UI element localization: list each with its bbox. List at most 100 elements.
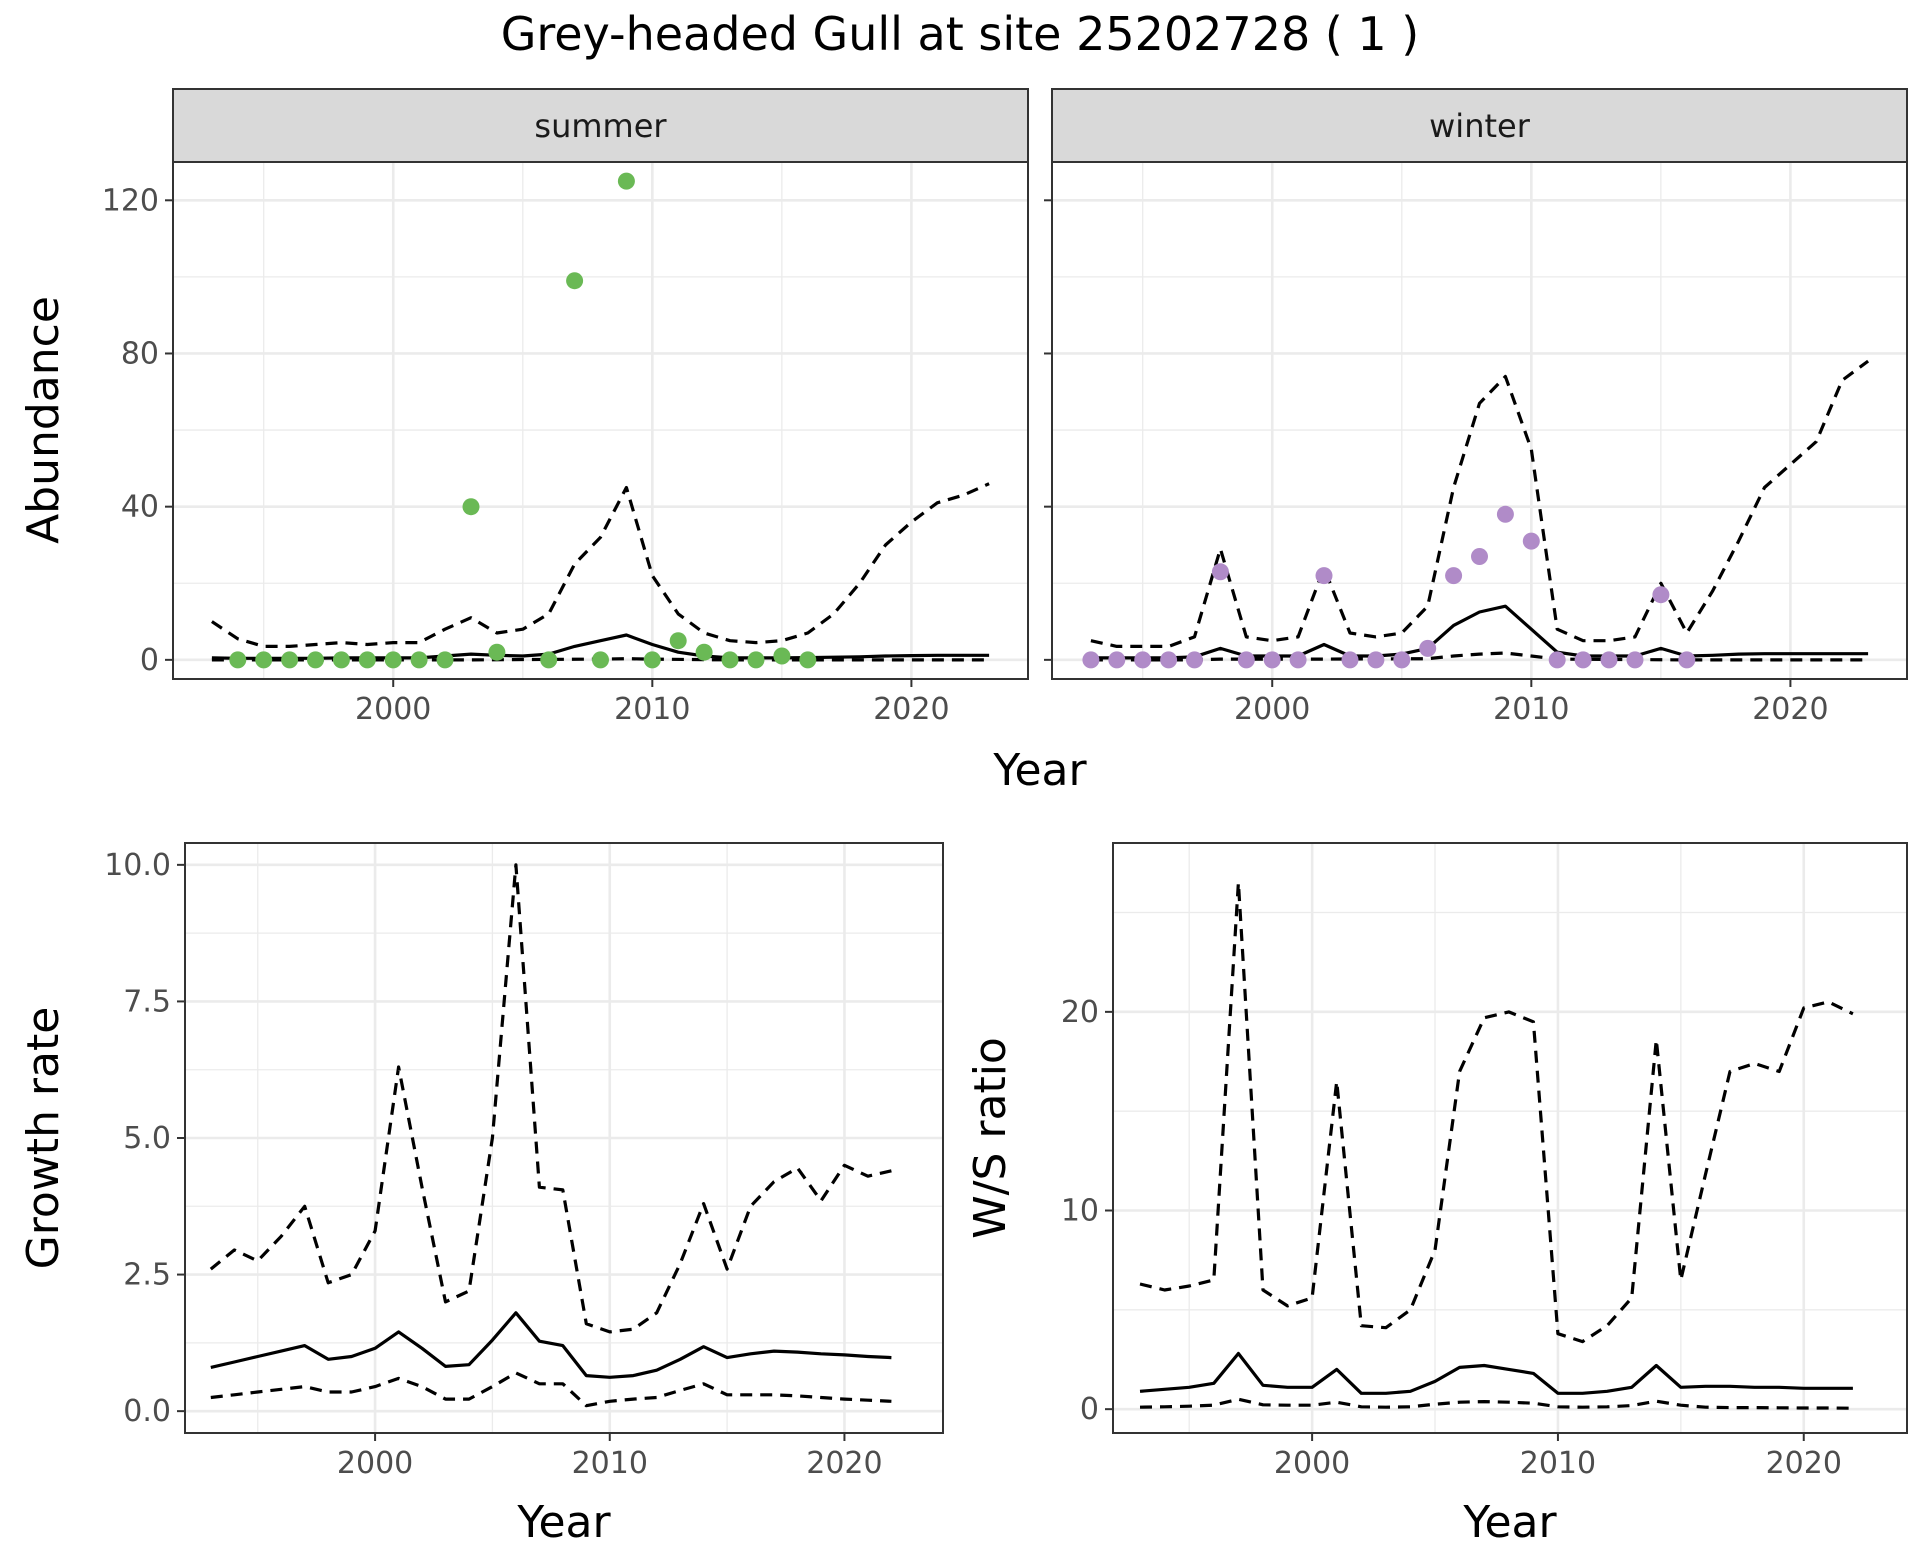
winter-count-point: [1445, 567, 1463, 585]
summer-y-tick-label-0: 0: [140, 643, 159, 678]
summer-count-point: [540, 651, 558, 669]
winter-x-tick-label-2020: 2020: [1752, 692, 1828, 727]
ratio-ticks: 2000 2010 2020 0 10 20: [1061, 995, 1842, 1481]
growth-grid: [185, 843, 943, 1433]
summer-count-point: [462, 498, 480, 516]
summer-count-point: [332, 651, 350, 669]
figure-title: Grey-headed Gull at site 25202728 ( 1 ): [501, 7, 1420, 61]
summer-grid: [173, 162, 1028, 679]
growth-ticks: 2000 2010 2020 0.0 2.5 5.0 7.5 10.0: [104, 848, 882, 1481]
summer-count-point: [799, 651, 817, 669]
winter-ticks: 2000 2010 2020: [1044, 199, 1829, 727]
summer-x-tick-label-2010: 2010: [614, 692, 690, 727]
summer-x-tick-label-2020: 2020: [873, 692, 949, 727]
winter-strip: [1051, 88, 1908, 163]
winter-count-point: [1419, 639, 1437, 657]
summer-strip: [172, 88, 1029, 163]
summer-count-point: [747, 651, 765, 669]
summer-count-point: [773, 647, 791, 665]
winter-count-point: [1160, 651, 1178, 669]
summer-count-point: [358, 651, 376, 669]
summer-count-point: [436, 651, 454, 669]
winter-count-point: [1186, 651, 1203, 669]
growth-y-tick-label-3: 7.5: [123, 984, 171, 1019]
winter-count-point: [1108, 651, 1126, 669]
summer-lower-bound-line: [211, 657, 990, 662]
ratio-x-axis-title: Year: [1462, 1497, 1557, 1548]
ratio-estimate-line: [1139, 1351, 1853, 1395]
abundance-y-axis-title: Abundance: [18, 296, 69, 544]
winter-count-point: [1522, 532, 1540, 550]
summer-ticks: 2000 2010 2020 0 40 80 120: [102, 183, 950, 727]
growth-estimate-line: [210, 1311, 892, 1379]
abundance-summer-panel: summer 2000 2010 2020 0 40 80 120: [102, 88, 1029, 727]
summer-strip-label: summer: [534, 107, 667, 145]
summer-panel-border: [172, 161, 1029, 680]
abundance-x-axis-title: Year: [992, 745, 1087, 796]
summer-y-tick-label-1: 40: [121, 490, 159, 525]
summer-count-point: [255, 651, 273, 669]
summer-count-point: [307, 651, 324, 669]
ratio-series: [1139, 881, 1854, 1410]
ratio-y-tick-label-1: 10: [1061, 1194, 1099, 1229]
winter-count-point: [1471, 548, 1488, 565]
summer-count-point: [669, 632, 687, 650]
winter-count-point: [1652, 586, 1670, 604]
ratio-x-tick-label-2010: 2010: [1520, 1446, 1596, 1481]
winter-x-tick-label-2000: 2000: [1234, 692, 1310, 727]
summer-count-point: [643, 651, 661, 669]
ratio-upper-bound-line: [1139, 881, 1854, 1344]
winter-count-point: [1367, 651, 1385, 669]
ratio-x-tick-label-2020: 2020: [1766, 1446, 1842, 1481]
summer-count-point: [488, 643, 506, 661]
winter-count-point: [1626, 651, 1644, 669]
summer-count-point: [410, 651, 428, 669]
summer-y-tick-label-3: 120: [102, 183, 159, 218]
winter-count-point: [1678, 651, 1696, 669]
abundance-winter-panel: winter 2000 2010 2020: [1044, 88, 1908, 727]
winter-count-point: [1211, 563, 1229, 581]
ratio-lower-bound-line: [1139, 1397, 1853, 1410]
ratio-y-tick-label-2: 20: [1061, 995, 1099, 1030]
summer-count-point: [384, 651, 402, 669]
summer-upper-bound-line: [211, 482, 990, 648]
winter-count-point: [1237, 651, 1255, 669]
summer-plot-background: [173, 162, 1028, 679]
winter-count-point: [1548, 651, 1566, 669]
winter-plot-background: [1052, 162, 1907, 679]
ratio-x-tick-label-2000: 2000: [1274, 1446, 1350, 1481]
growth-x-axis-title: Year: [516, 1497, 611, 1548]
ratio-panel-border: [1112, 842, 1908, 1434]
summer-count-point: [695, 643, 713, 661]
growth-x-tick-label-2000: 2000: [337, 1446, 413, 1481]
growth-y-tick-label-4: 10.0: [104, 848, 171, 883]
summer-count-point: [566, 272, 584, 290]
growth-y-tick-label-2: 5.0: [123, 1121, 171, 1156]
winter-count-point: [1496, 505, 1514, 523]
winter-count-point: [1341, 651, 1359, 669]
summer-points: [229, 172, 817, 669]
summer-count-point: [229, 651, 247, 669]
ratio-y-axis-title: W/S ratio: [965, 1037, 1016, 1239]
growth-y-axis-title: Growth rate: [18, 1007, 69, 1270]
winter-grid: [1052, 162, 1907, 679]
summer-x-tick-label-2000: 2000: [355, 692, 431, 727]
ratio-y-tick-label-0: 0: [1080, 1392, 1099, 1427]
winter-count-point: [1263, 651, 1281, 669]
ratio-grid: [1113, 843, 1907, 1433]
winter-count-point: [1082, 651, 1100, 669]
winter-estimate-line: [1090, 604, 1869, 660]
winter-count-point: [1134, 651, 1152, 669]
winter-points: [1082, 505, 1696, 669]
winter-count-point: [1289, 651, 1307, 669]
growth-rate-panel: 2000 2010 2020 0.0 2.5 5.0 7.5 10.0: [104, 842, 944, 1481]
ratio-plot-background: [1113, 843, 1907, 1433]
ws-ratio-panel: 2000 2010 2020 0 10 20: [1061, 842, 1908, 1481]
summer-count-point: [721, 651, 739, 669]
summer-count-point: [617, 172, 635, 190]
winter-x-tick-label-2010: 2010: [1493, 692, 1569, 727]
summer-count-point: [281, 651, 299, 669]
winter-strip-label: winter: [1429, 107, 1531, 145]
growth-series: [209, 863, 892, 1408]
